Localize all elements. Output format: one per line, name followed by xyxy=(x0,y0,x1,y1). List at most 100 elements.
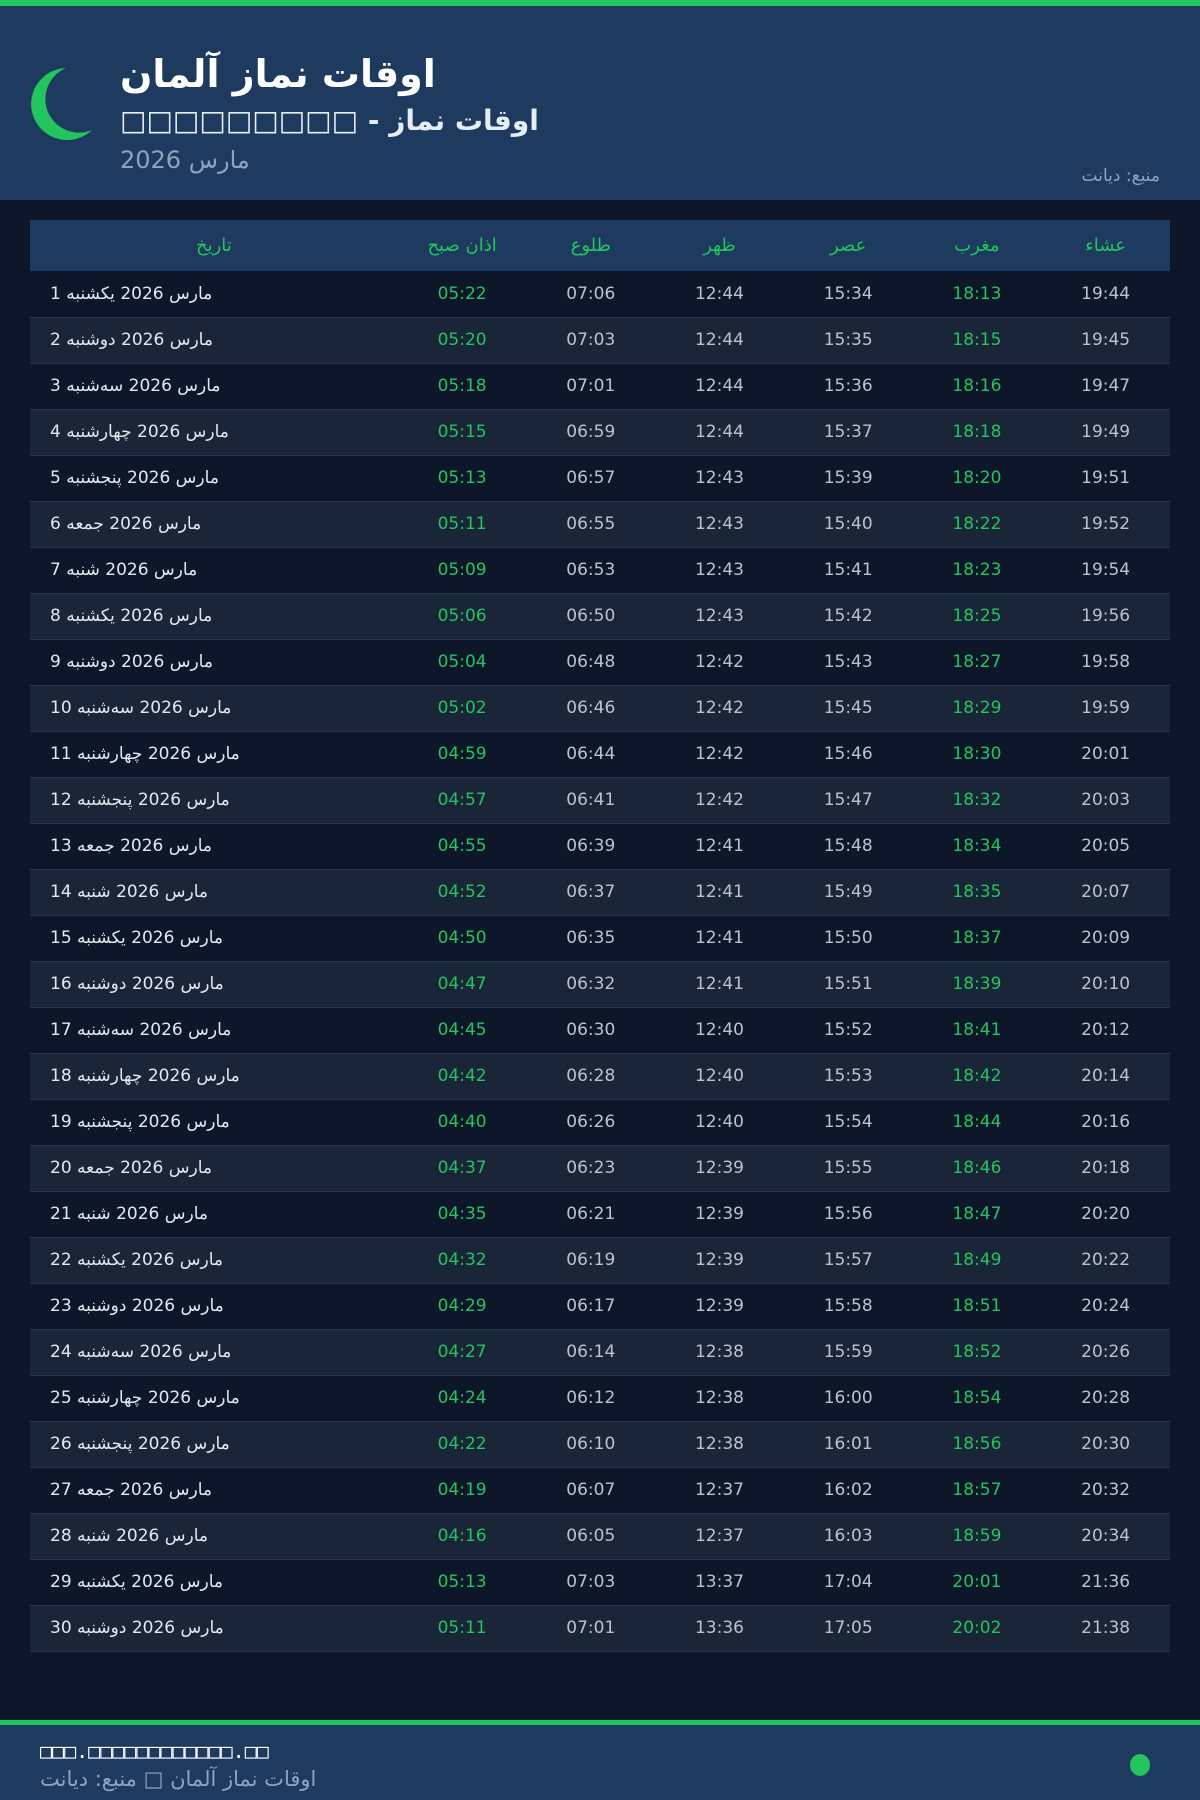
cell-sunrise: 06:05 xyxy=(566,1526,616,1546)
table-row: 24 مارس 2026 سه‌شنبه 04:27 06:14 12:38 15:59… xyxy=(30,1329,1170,1375)
table-header-row: تاریخ اذان صبح طلوع ظهر عصر مغرب عشاء xyxy=(30,220,1170,271)
cell-maghrib: 18:18 xyxy=(952,422,1002,442)
cell-date: 22 مارس 2026 یکشنبه xyxy=(50,1250,224,1270)
cell-sunrise: 07:03 xyxy=(566,1572,616,1592)
cell-sunrise: 06:37 xyxy=(566,882,616,902)
cell-isha: 20:01 xyxy=(1081,744,1131,764)
cell-sunrise: 06:35 xyxy=(566,928,616,948)
cell-date: 10 مارس 2026 سه‌شنبه xyxy=(50,698,232,718)
table-row: 3 مارس 2026 سه‌شنبه 05:18 07:01 12:44 15:36 1… xyxy=(30,363,1170,409)
cell-dhuhr: 12:44 xyxy=(694,422,744,442)
footer-accent-bar xyxy=(0,1720,1200,1725)
cell-asr: 17:04 xyxy=(823,1572,873,1592)
cell-fajr: 04:22 xyxy=(437,1434,487,1454)
cell-asr: 15:42 xyxy=(823,606,873,626)
cell-isha: 20:14 xyxy=(1081,1066,1131,1086)
cell-date: 19 مارس 2026 پنجشنبه xyxy=(50,1112,230,1132)
cell-date: 28 مارس 2026 شنبه xyxy=(50,1526,208,1546)
cell-maghrib: 18:44 xyxy=(952,1112,1002,1132)
cell-asr: 15:40 xyxy=(823,514,873,534)
status-dot-icon xyxy=(1130,1754,1150,1776)
cell-fajr: 04:40 xyxy=(437,1112,487,1132)
cell-fajr: 04:35 xyxy=(437,1204,487,1224)
page-title: اوقات نماز آلمان xyxy=(120,52,436,96)
cell-dhuhr: 12:42 xyxy=(694,744,744,764)
table-row: 15 مارس 2026 یکشنبه 04:50 06:35 12:41 15:50 1… xyxy=(30,915,1170,961)
cell-maghrib: 18:13 xyxy=(952,283,1002,304)
cell-asr: 16:02 xyxy=(823,1480,873,1500)
cell-maghrib: 18:22 xyxy=(952,514,1002,534)
cell-maghrib: 18:37 xyxy=(952,928,1002,948)
cell-sunrise: 06:14 xyxy=(566,1342,616,1362)
cell-fajr: 05:11 xyxy=(437,1618,487,1638)
cell-asr: 15:49 xyxy=(823,882,873,902)
page-header: اوقات نماز آلمان □□□□□□□□□ - اوقات نماز … xyxy=(0,6,1200,200)
cell-isha: 19:58 xyxy=(1081,652,1131,672)
cell-maghrib: 18:20 xyxy=(952,468,1002,488)
column-header-maghrib: مغرب xyxy=(954,235,1000,256)
cell-sunrise: 06:17 xyxy=(566,1296,616,1316)
table-row: 16 مارس 2026 دوشنبه 04:47 06:32 12:41 15:51 1… xyxy=(30,961,1170,1007)
cell-asr: 15:43 xyxy=(823,652,873,672)
cell-fajr: 05:13 xyxy=(437,468,487,488)
cell-maghrib: 18:15 xyxy=(952,330,1002,350)
cell-sunrise: 07:01 xyxy=(566,376,616,396)
source-label: منبع: دیانت xyxy=(1081,166,1160,186)
cell-asr: 15:37 xyxy=(823,422,873,442)
cell-asr: 15:57 xyxy=(823,1250,873,1270)
cell-isha: 20:30 xyxy=(1081,1434,1131,1454)
cell-date: 15 مارس 2026 یکشنبه xyxy=(50,928,224,948)
cell-isha: 20:16 xyxy=(1081,1112,1131,1132)
cell-sunrise: 06:12 xyxy=(566,1388,616,1408)
cell-maghrib: 18:59 xyxy=(952,1526,1002,1546)
cell-date: 30 مارس 2026 دوشنبه xyxy=(50,1618,224,1638)
cell-sunrise: 06:44 xyxy=(566,744,616,764)
cell-fajr: 04:42 xyxy=(437,1066,487,1086)
table-row: 30 مارس 2026 دوشنبه 05:11 07:01 13:36 17:05 2… xyxy=(30,1605,1170,1651)
cell-maghrib: 18:47 xyxy=(952,1204,1002,1224)
cell-date: 8 مارس 2026 یکشنبه xyxy=(50,606,213,626)
cell-isha: 20:32 xyxy=(1081,1480,1131,1500)
table-row: 5 مارس 2026 پنجشنبه 05:13 06:57 12:43 15:39 1… xyxy=(30,455,1170,501)
cell-isha: 19:45 xyxy=(1081,330,1131,350)
cell-dhuhr: 12:38 xyxy=(694,1434,744,1454)
cell-sunrise: 06:41 xyxy=(566,790,616,810)
cell-dhuhr: 12:40 xyxy=(694,1066,744,1086)
prayer-times-table: تاریخ اذان صبح طلوع ظهر عصر مغرب عشاء 1 … xyxy=(30,220,1170,1652)
cell-dhuhr: 12:43 xyxy=(694,468,744,488)
cell-date: 5 مارس 2026 پنجشنبه xyxy=(50,468,219,488)
cell-asr: 16:03 xyxy=(823,1526,873,1546)
footer-text: اوقات نماز آلمان □ منبع: دیانت xyxy=(40,1767,317,1791)
cell-isha: 20:10 xyxy=(1081,974,1131,994)
cell-dhuhr: 12:40 xyxy=(694,1112,744,1132)
cell-fajr: 04:59 xyxy=(437,744,487,764)
cell-sunrise: 06:26 xyxy=(566,1112,616,1132)
cell-dhuhr: 12:42 xyxy=(694,652,744,672)
column-header-fajr: اذان صبح xyxy=(427,235,497,256)
cell-fajr: 05:04 xyxy=(437,652,487,672)
cell-asr: 15:54 xyxy=(823,1112,873,1132)
cell-isha: 19:49 xyxy=(1081,422,1131,442)
cell-isha: 19:59 xyxy=(1081,698,1131,718)
cell-isha: 19:44 xyxy=(1081,283,1131,304)
cell-maghrib: 18:54 xyxy=(952,1388,1002,1408)
cell-asr: 15:50 xyxy=(823,928,873,948)
table-row: 27 مارس 2026 جمعه 04:19 06:07 12:37 16:02 18:… xyxy=(30,1467,1170,1513)
table-row: 17 مارس 2026 سه‌شنبه 04:45 06:30 12:40 15:52… xyxy=(30,1007,1170,1053)
cell-isha: 21:38 xyxy=(1081,1618,1131,1638)
cell-sunrise: 06:30 xyxy=(566,1020,616,1040)
cell-maghrib: 18:27 xyxy=(952,652,1002,672)
cell-asr: 15:46 xyxy=(823,744,873,764)
cell-fajr: 04:32 xyxy=(437,1250,487,1270)
cell-date: 1 مارس 2026 یکشنبه xyxy=(50,283,213,304)
table-row: 22 مارس 2026 یکشنبه 04:32 06:19 12:39 15:57 1… xyxy=(30,1237,1170,1283)
cell-asr: 15:59 xyxy=(823,1342,873,1362)
table-row: 28 مارس 2026 شنبه 04:16 06:05 12:37 16:03 18:… xyxy=(30,1513,1170,1559)
cell-fajr: 04:57 xyxy=(437,790,487,810)
cell-date: 12 مارس 2026 پنجشنبه xyxy=(50,790,230,810)
cell-asr: 15:48 xyxy=(823,836,873,856)
cell-asr: 15:34 xyxy=(823,283,873,304)
cell-dhuhr: 12:39 xyxy=(694,1204,744,1224)
cell-maghrib: 18:29 xyxy=(952,698,1002,718)
cell-dhuhr: 12:42 xyxy=(694,790,744,810)
